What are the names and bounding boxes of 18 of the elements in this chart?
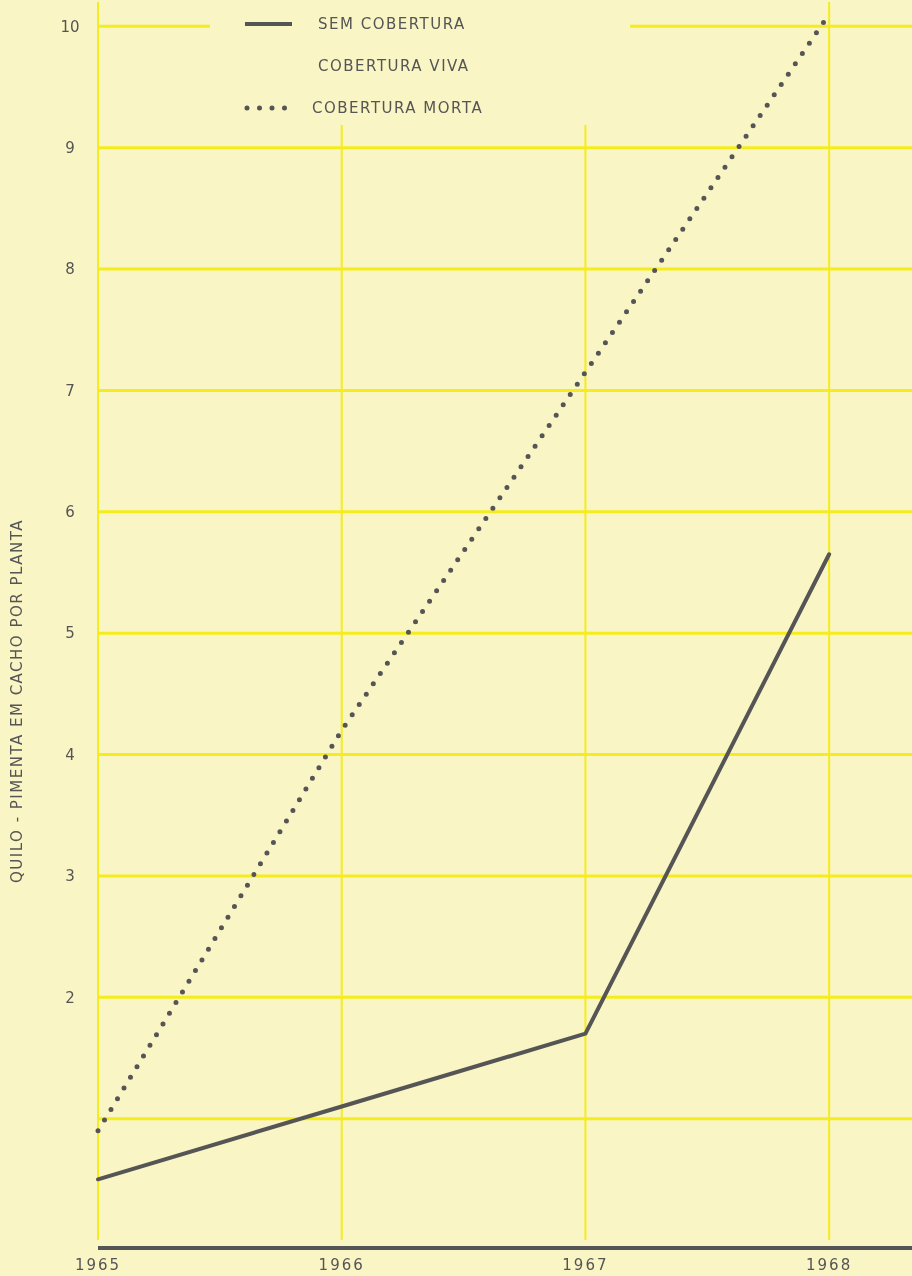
x-tick-label: 1965 xyxy=(74,1256,122,1274)
x-tick-label: 1968 xyxy=(806,1256,853,1274)
y-tick-label: 4 xyxy=(65,745,75,764)
y-tick-label: 8 xyxy=(65,260,75,279)
x-tick-label: 1966 xyxy=(318,1256,365,1274)
y-axis-title: QUILO - PIMENTA EM CACHO POR PLANTA xyxy=(8,519,26,883)
legend-label: COBERTURA MORTA xyxy=(312,99,484,118)
annotation: COBERTURA VIVA xyxy=(318,57,470,76)
y-tick-label: 10 xyxy=(60,17,80,36)
line-series xyxy=(96,552,832,1182)
y-tick-label: 3 xyxy=(65,867,75,886)
x-tick-label: 1967 xyxy=(562,1256,609,1274)
y-tick-label: 6 xyxy=(65,503,75,522)
y-tick-label: 7 xyxy=(65,381,75,400)
y-tick-label: 5 xyxy=(65,624,75,643)
y-tick-label: 9 xyxy=(65,138,75,157)
y-tick-label: 2 xyxy=(65,988,75,1007)
legend-label: SEM COBERTURA xyxy=(318,15,466,34)
